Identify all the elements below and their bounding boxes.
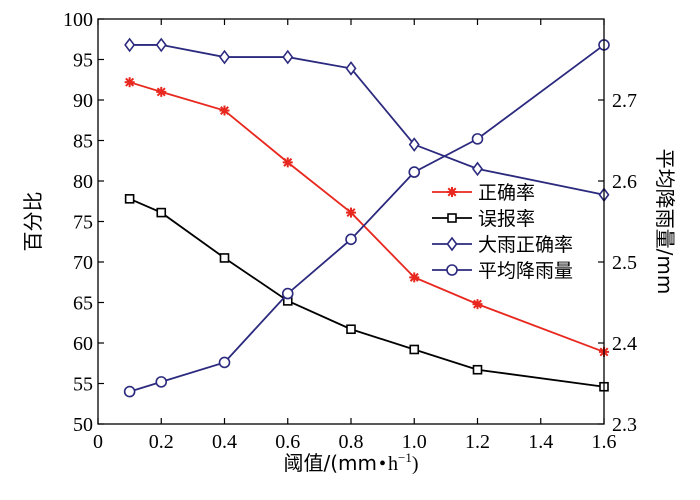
series-4-point [281, 287, 294, 300]
series-1-point-stroke [409, 272, 419, 282]
y-axis-right-title: 平均降雨量/mm [653, 149, 677, 295]
series-4-point [471, 133, 484, 145]
y-left-tick-label: 70 [73, 252, 93, 274]
series-2-point [346, 324, 356, 335]
y-left-tick-label: 65 [73, 293, 93, 315]
series-layer [123, 37, 610, 398]
series-3-line [129, 44, 605, 196]
legend-item-label: 正确率 [478, 182, 535, 204]
x-tick-label: 1.2 [465, 431, 490, 453]
y-left-tick-label: 60 [73, 333, 93, 355]
legend-item-marker [446, 264, 458, 276]
series-1-point-stroke [220, 106, 229, 115]
series-1-point-stroke [125, 77, 135, 87]
legend-item-label: 平均降雨量 [478, 260, 573, 282]
legend-item-label: 大雨正确率 [478, 234, 573, 256]
x-tick-label: 0.2 [149, 431, 174, 453]
series-2-point [472, 364, 483, 375]
series-4-point [218, 356, 231, 369]
series-3-point [124, 37, 136, 53]
series-4-point [408, 166, 421, 178]
y-left-tick-label: 80 [73, 171, 93, 193]
legend-item-label: 误报率 [478, 208, 535, 230]
legend-item-2: 误报率 [432, 208, 535, 230]
plot-frame [97, 18, 605, 425]
x-axis-title-h: h [388, 453, 398, 475]
series-3-point [282, 49, 294, 65]
labels-layer: 0 0.2 0.4 0.6 0.8 1.0 1.2 1.4 1.6 50 55 60 65 70 75 80 8… [63, 9, 637, 453]
series-1-point [409, 272, 420, 283]
y-axis-left-title: 百分比 [21, 192, 45, 252]
series-3-point [472, 161, 483, 177]
series-2-point [156, 207, 167, 218]
series-1 [124, 77, 609, 357]
y-left-tick-label: 75 [73, 212, 93, 234]
y-left-tick-label: 90 [73, 90, 93, 112]
x-tick-label: 1.4 [528, 431, 553, 453]
series-1-line [129, 81, 605, 353]
x-tick-label: 0.8 [339, 431, 364, 453]
series-3 [124, 37, 610, 203]
x-tick-label: 0.6 [275, 431, 300, 453]
y-right-tick-label: 2.5 [612, 252, 637, 274]
x-axis-title-sup: −1 [398, 450, 412, 465]
series-4-line [129, 44, 605, 393]
series-1-point [219, 105, 230, 116]
y-right-tick-label: 2.7 [612, 90, 637, 112]
series-1-point [156, 86, 167, 97]
series-1-point-stroke [473, 299, 482, 309]
series-4 [123, 39, 610, 398]
series-2-point [219, 253, 230, 263]
legend-item-4: 平均降雨量 [432, 260, 573, 282]
series-1-point-stroke [283, 157, 293, 167]
y-left-tick-label: 55 [73, 374, 93, 396]
series-1-point [124, 77, 135, 88]
y-right-tick-label: 2.4 [612, 333, 637, 355]
legend-item-marker-stroke [447, 187, 457, 197]
series-1-point-stroke [346, 208, 356, 218]
legend-item-marker [446, 236, 458, 252]
x-axis-title-dot: • [379, 453, 386, 475]
series-1-point [346, 207, 356, 218]
series-3-point [155, 37, 167, 53]
series-4-point [345, 233, 357, 246]
x-tick-label: 1.6 [592, 431, 617, 453]
y-left-tick-label: 85 [73, 131, 93, 153]
series-4-point [123, 385, 136, 398]
series-3-point [408, 137, 420, 152]
legend-item-3: 大雨正确率 [432, 234, 573, 256]
x-axis-title: 阈值/(mm • h−1) [283, 450, 418, 475]
y-right-tick-label: 2.3 [612, 414, 637, 436]
legend-item-1: 正确率 [432, 182, 535, 204]
x-tick-label: 1.0 [402, 431, 427, 453]
series-2-point [124, 194, 135, 204]
legend-item-marker [447, 187, 457, 197]
series-3-point [219, 49, 230, 65]
series-2 [124, 194, 609, 392]
series-2-point [409, 344, 420, 355]
series-2-line [129, 197, 605, 388]
y-left-tick-label: 95 [73, 50, 93, 72]
series-3-point [345, 61, 357, 76]
x-axis-title-close: ) [412, 453, 419, 475]
series-4-point [155, 376, 168, 388]
legend-item-marker [447, 213, 457, 223]
series-1-point [282, 157, 293, 168]
x-tick-label: 0.4 [212, 431, 237, 453]
series-1-point-stroke [156, 87, 166, 97]
x-axis-title-main: 阈值/(mm [283, 451, 377, 475]
x-tick-label: 0 [93, 431, 103, 453]
y-right-tick-label: 2.6 [612, 171, 637, 193]
series-1-point [472, 299, 483, 310]
y-left-tick-label: 50 [73, 414, 93, 436]
y-left-tick-label: 100 [63, 9, 93, 31]
